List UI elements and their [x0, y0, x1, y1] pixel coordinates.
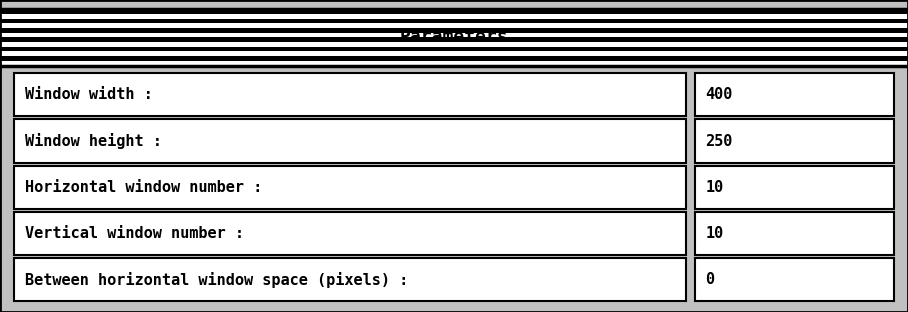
Bar [14, 119, 686, 163]
Text: 10: 10 [706, 180, 724, 195]
Bar [0, 37, 908, 42]
Bar [0, 47, 908, 51]
Bar [695, 73, 894, 116]
Bar [695, 119, 894, 163]
Text: 0: 0 [706, 272, 715, 287]
Text: Horizontal window number :: Horizontal window number : [25, 180, 262, 195]
Bar [0, 28, 908, 33]
Bar [695, 166, 894, 209]
Text: Parameters: Parameters [400, 28, 508, 46]
Text: Vertical window number :: Vertical window number : [25, 226, 243, 241]
Bar [0, 19, 908, 23]
Text: Window height :: Window height : [25, 133, 162, 149]
Text: 400: 400 [706, 87, 733, 102]
Bar [0, 33, 908, 37]
Bar [0, 56, 908, 61]
Bar [695, 258, 894, 301]
Bar [14, 166, 686, 209]
Text: 10: 10 [706, 226, 724, 241]
Bar [0, 51, 908, 56]
Bar [14, 73, 686, 116]
Bar [14, 212, 686, 255]
Text: Window width :: Window width : [25, 87, 153, 102]
Bar [0, 61, 908, 66]
Bar [0, 9, 908, 14]
Text: Between horizontal window space (pixels) :: Between horizontal window space (pixels)… [25, 271, 408, 288]
Bar [0, 14, 908, 19]
Bar [14, 258, 686, 301]
Bar [0, 23, 908, 28]
Bar [0, 42, 908, 47]
Bar [695, 212, 894, 255]
Text: 250: 250 [706, 134, 733, 149]
